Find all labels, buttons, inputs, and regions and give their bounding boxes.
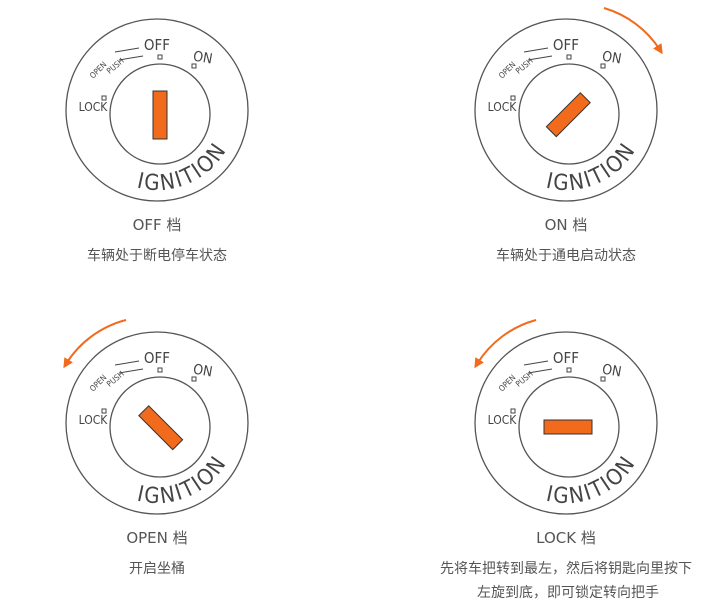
- position-description: 车辆处于断电停车状态: [87, 247, 227, 264]
- rotate-arrow: [603, 7, 663, 55]
- rotate-arrow: [63, 319, 127, 369]
- on-label: ON: [601, 49, 623, 68]
- off-label: OFF: [144, 349, 170, 367]
- dial-inner: [518, 376, 620, 478]
- key-slot: [152, 90, 168, 140]
- off-marker: [157, 367, 163, 373]
- ignition-text: IGNITION: [135, 451, 230, 509]
- dial-inner: [109, 63, 211, 165]
- key-slot: [138, 405, 184, 451]
- ignition-text: IGNITION: [544, 138, 639, 196]
- push-arrow: [114, 47, 144, 61]
- position-description: 左旋到底，即可锁定转向把手: [477, 585, 659, 601]
- off-marker: [566, 54, 572, 60]
- position-title: ON 档: [545, 216, 588, 234]
- on-label: ON: [601, 362, 623, 381]
- rotate-arrow: [474, 319, 537, 369]
- ignition-label: IGNITION: [544, 451, 641, 509]
- dial-inner: [109, 376, 211, 478]
- lock-label: LOCK: [79, 100, 109, 114]
- off-marker: [566, 367, 572, 373]
- position-title: OFF 档: [133, 216, 182, 234]
- off-label: OFF: [144, 36, 170, 54]
- lock-label: LOCK: [79, 413, 109, 427]
- position-description: 开启坐桶: [129, 561, 185, 577]
- dial-outer: [474, 331, 658, 515]
- lock-marker: [510, 95, 516, 101]
- dial-outer: [474, 18, 658, 202]
- push-arrow: [523, 360, 553, 374]
- off-label: OFF: [553, 349, 579, 367]
- position-title: LOCK 档: [536, 529, 596, 547]
- key-slot: [543, 419, 593, 435]
- push-arrow: [114, 360, 144, 374]
- on-marker: [191, 63, 197, 69]
- off-label: OFF: [553, 36, 579, 54]
- on-label: ON: [192, 362, 214, 381]
- position-title: OPEN 档: [126, 529, 187, 547]
- lock-marker: [101, 408, 107, 414]
- on-marker: [600, 63, 606, 69]
- on-marker: [600, 376, 606, 382]
- dial-outer: [65, 18, 249, 202]
- ignition-label: IGNITION: [135, 138, 232, 196]
- push-arrow: [523, 47, 553, 61]
- lock-label: LOCK: [488, 100, 518, 114]
- on-marker: [191, 376, 197, 382]
- dial-inner: [518, 63, 620, 165]
- ignition-label: IGNITION: [544, 138, 641, 196]
- position-description: 车辆处于通电启动状态: [496, 247, 636, 264]
- ignition-text: IGNITION: [544, 451, 639, 509]
- ignition-text: IGNITION: [135, 138, 230, 196]
- on-label: ON: [192, 49, 214, 68]
- lock-marker: [510, 408, 516, 414]
- key-slot: [545, 92, 591, 138]
- off-marker: [157, 54, 163, 60]
- position-description: 先将车把转到最左，然后将钥匙向里按下: [440, 560, 692, 577]
- lock-marker: [101, 95, 107, 101]
- lock-label: LOCK: [488, 413, 518, 427]
- ignition-label: IGNITION: [135, 451, 232, 509]
- dial-outer: [65, 331, 249, 515]
